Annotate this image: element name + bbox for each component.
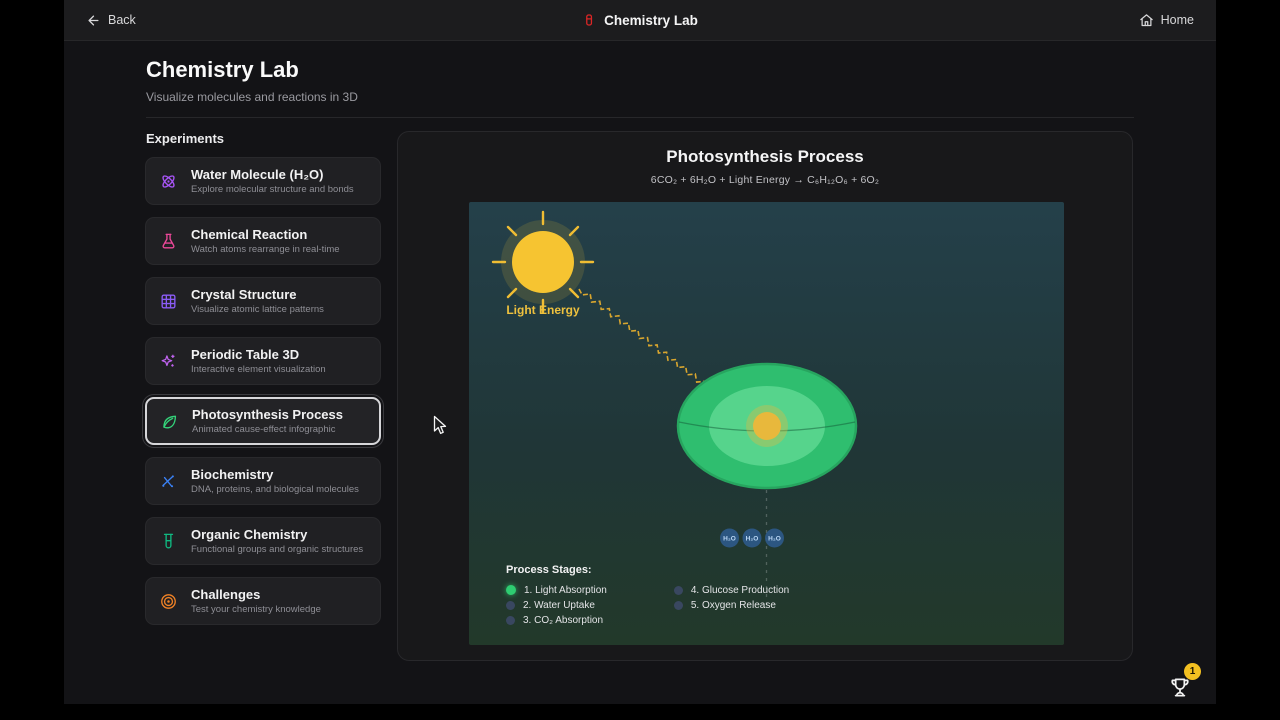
stage-glucose-production: 4. Glucose Production [673, 585, 789, 596]
back-button[interactable]: Back [86, 13, 136, 28]
stage-dot [506, 600, 515, 610]
stage-dot [673, 600, 683, 610]
app-title: Chemistry Lab [604, 12, 698, 28]
test-tube-icon [158, 531, 178, 551]
home-button[interactable]: Home [1139, 13, 1194, 28]
water-molecules: H₂O H₂O H₂O [720, 528, 784, 548]
stage-co2-absorption: 3. CO₂ Absorption [506, 615, 607, 626]
page-subtitle: Visualize molecules and reactions in 3D [146, 90, 358, 104]
item-description: Explore molecular structure and bonds [191, 183, 354, 195]
sidebar-item-chemical-reaction[interactable]: Chemical Reaction Watch atoms rearrange i… [145, 217, 381, 265]
sidebar-item-biochemistry[interactable]: Biochemistry DNA, proteins, and biologica… [145, 457, 381, 505]
leaf-icon [159, 411, 179, 431]
grid-icon [158, 291, 178, 311]
item-description: Functional groups and organic structures [191, 543, 364, 555]
achievements-button[interactable]: 1 [1167, 663, 1207, 702]
arrow-left-icon [86, 13, 101, 28]
home-label: Home [1160, 13, 1194, 27]
item-label: Biochemistry [191, 466, 274, 482]
visualization-panel: Photosynthesis Process 6CO₂ + 6H₂O + Lig… [397, 131, 1133, 661]
trophy-icon [1171, 678, 1189, 697]
sun-icon [491, 210, 595, 314]
stage-oxygen-release: 5. Oxygen Release [673, 600, 789, 611]
app-window: Back Chemistry Lab Home Chemistry Lab Vi… [64, 0, 1216, 704]
diagram-title: Photosynthesis Process [666, 147, 864, 166]
sidebar-item-water-molecule[interactable]: Water Molecule (H₂O) Explore molecular st… [145, 157, 381, 205]
app-title-group: Chemistry Lab [582, 12, 698, 28]
atom-icon [158, 171, 178, 191]
target-icon [158, 591, 178, 611]
leaf-shape [676, 362, 858, 490]
sidebar-item-challenges[interactable]: Challenges Test your chemistry knowledge [145, 577, 381, 625]
stages-heading: Process Stages: [506, 564, 592, 576]
item-description: Animated cause-effect infographic [192, 423, 336, 435]
item-label: Periodic Table 3D [191, 346, 300, 362]
process-stages-legend: Process Stages: 1. Light Absorption 2. W… [506, 564, 789, 626]
achievement-count-badge: 1 [1184, 663, 1201, 680]
stage-dot [506, 615, 515, 625]
item-description: DNA, proteins, and biological molecules [191, 483, 359, 495]
back-label: Back [108, 13, 136, 27]
photosynthesis-scene: H₂O H₂O H₂O [469, 202, 1064, 645]
sidebar-item-crystal-structure[interactable]: Crystal Structure Visualize atomic lattic… [145, 277, 381, 325]
item-description: Visualize atomic lattice patterns [191, 303, 324, 315]
item-label: Water Molecule (H₂O) [191, 166, 324, 182]
h2o-label: H₂O [746, 536, 759, 543]
sidebar-item-organic-chemistry[interactable]: Organic Chemistry Functional groups and o… [145, 517, 381, 565]
top-bar: Back Chemistry Lab Home [64, 0, 1216, 41]
item-label: Photosynthesis Process [192, 406, 343, 422]
dna-icon [158, 471, 178, 491]
item-label: Organic Chemistry [191, 526, 308, 542]
item-label: Chemical Reaction [191, 226, 308, 242]
test-tube-icon [582, 12, 596, 28]
photosynthesis-canvas: H₂O H₂O H₂O Light Energy Process Stages:… [469, 202, 1064, 645]
experiments-heading: Experiments [146, 131, 225, 146]
item-label: Challenges [191, 586, 261, 602]
stage-dot [673, 585, 683, 595]
stage-dot [506, 585, 516, 595]
h2o-label: H₂O [768, 536, 781, 543]
stage-water-uptake: 2. Water Uptake [506, 600, 607, 611]
home-icon [1139, 13, 1154, 28]
item-label: Crystal Structure [191, 286, 297, 302]
header-divider [146, 117, 1134, 118]
light-ray [578, 288, 713, 392]
chemical-equation: 6CO₂ + 6H₂O + Light Energy → C₆H₁₂O₆ + 6… [650, 174, 880, 186]
flask-icon [158, 231, 178, 251]
item-description: Interactive element visualization [191, 363, 326, 375]
page-title: Chemistry Lab [146, 57, 299, 82]
light-energy-label: Light Energy [506, 303, 580, 317]
sidebar-item-photosynthesis[interactable]: Photosynthesis Process Animated cause-eff… [145, 397, 381, 445]
sidebar-item-periodic-table[interactable]: Periodic Table 3D Interactive element vis… [145, 337, 381, 385]
h2o-label: H₂O [723, 536, 736, 543]
experiment-list: Water Molecule (H₂O) Explore molecular st… [145, 157, 381, 625]
stage-light-absorption: 1. Light Absorption [506, 585, 607, 596]
item-description: Watch atoms rearrange in real-time [191, 243, 340, 255]
item-description: Test your chemistry knowledge [191, 603, 321, 615]
sparkles-icon [158, 351, 178, 371]
